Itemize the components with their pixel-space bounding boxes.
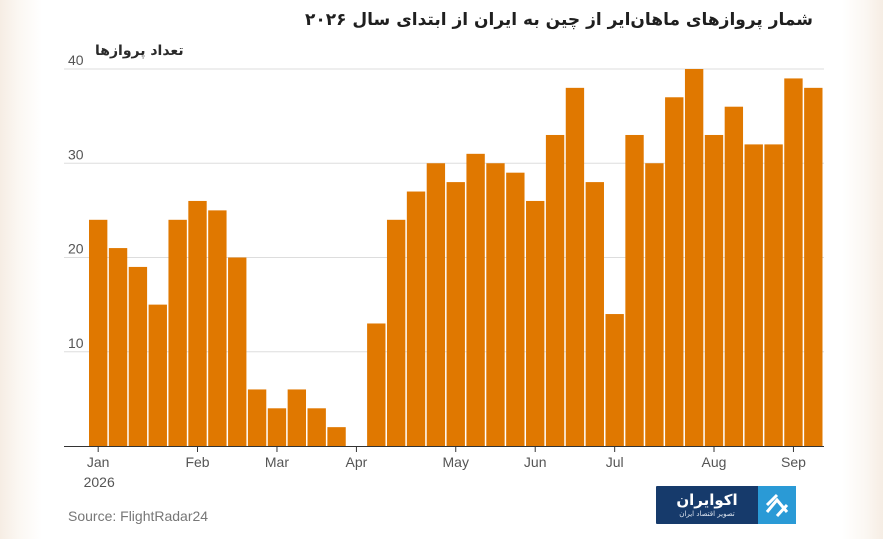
ecoiran-logo[interactable]: اکوایران تصویر اقتصاد ایران	[656, 486, 796, 524]
bar	[545, 134, 565, 446]
bar	[466, 153, 485, 446]
x-tick-label: Sep	[781, 454, 806, 470]
bar	[247, 389, 267, 446]
x-tick-label: Feb	[185, 454, 209, 470]
bar	[625, 134, 644, 446]
bar	[645, 163, 664, 446]
bar	[287, 389, 307, 446]
bar	[367, 323, 386, 446]
bar	[744, 144, 763, 446]
bar	[307, 408, 326, 446]
bar	[486, 163, 505, 446]
bar	[386, 219, 406, 446]
bar	[526, 200, 545, 446]
x-tick-label: Aug	[702, 454, 727, 470]
bar	[585, 182, 604, 446]
bar	[89, 219, 108, 446]
bar	[228, 257, 247, 446]
y-tick-label: 20	[68, 241, 84, 257]
bar	[168, 219, 187, 446]
bar	[724, 106, 744, 446]
bar	[684, 69, 704, 446]
bar	[108, 248, 128, 446]
y-tick-label: 30	[68, 146, 84, 162]
bar	[446, 182, 465, 446]
x-tick-label: Jan	[87, 454, 110, 470]
x-tick-label: May	[443, 454, 469, 470]
bar	[426, 163, 446, 446]
x-tick-label: Jul	[606, 454, 624, 470]
y-tick-labels: 10 20 30 40	[68, 52, 84, 351]
bar	[704, 134, 724, 446]
logo-text: اکوایران تصویر اقتصاد ایران	[656, 490, 758, 518]
bar	[506, 172, 525, 447]
y-tick-label: 40	[68, 52, 84, 68]
y-tick-label: 10	[68, 335, 84, 351]
x-tick-label: Jun	[524, 454, 547, 470]
y-axis-label: تعداد پروازها	[95, 43, 184, 59]
x-tick-sublabel: 2026	[84, 474, 115, 490]
bar	[565, 87, 585, 446]
bar	[406, 191, 426, 446]
bar	[804, 87, 823, 446]
logo-tagline: تصویر اقتصاد ایران	[679, 509, 735, 518]
bar	[267, 408, 287, 446]
x-tick-labels: Jan 2026 Feb Mar Apr May Jun Jul Aug Sep	[84, 446, 806, 490]
chart-title: شمار پروازهای ماهان‌ایر از چین به ایران …	[304, 10, 813, 30]
bar	[208, 210, 227, 446]
bars	[89, 69, 823, 447]
logo-mark-icon	[758, 486, 796, 524]
bar	[605, 314, 624, 446]
bar	[784, 78, 803, 447]
source-note: Source: FlightRadar24	[68, 508, 209, 524]
bar	[128, 266, 148, 446]
bar	[665, 97, 684, 447]
x-tick-label: Mar	[265, 454, 289, 470]
bar	[764, 144, 783, 446]
bar	[327, 427, 346, 446]
x-tick-label: Apr	[346, 454, 368, 470]
bar	[188, 200, 207, 446]
logo-name: اکوایران	[676, 490, 738, 509]
bar	[148, 304, 167, 446]
